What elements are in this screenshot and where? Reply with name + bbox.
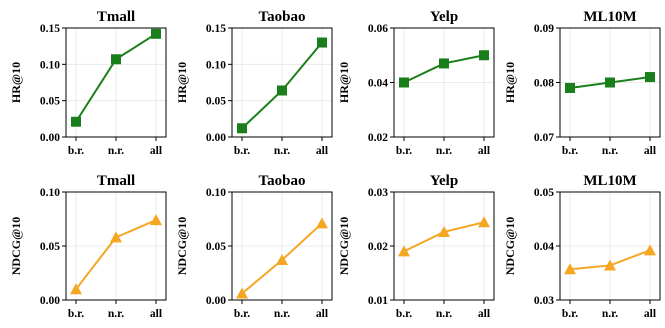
subplot-yelp-ndcg-at-10: 0.01 0.02 0.03 b.r. n.r. all Yelp NDCG@10	[337, 173, 495, 320]
y-axis-label: HR@10	[175, 62, 189, 103]
data-point	[276, 254, 288, 266]
data-point	[565, 82, 575, 93]
y-tick-label: 0.05	[40, 96, 60, 108]
y-tick-label: 0.08	[534, 78, 554, 90]
y-tick-label: 0.03	[534, 295, 554, 307]
subplot-title: Taobao	[259, 9, 306, 25]
subplot-title: Yelp	[430, 173, 458, 189]
y-axis-label: HR@10	[9, 62, 23, 103]
data-point	[71, 116, 81, 127]
data-point	[151, 28, 161, 39]
x-tick-label: all	[644, 308, 656, 320]
y-tick-label: 0.00	[40, 132, 60, 144]
data-point	[399, 77, 409, 88]
x-tick-label: b.r.	[396, 308, 412, 320]
y-tick-label: 0.15	[40, 23, 60, 35]
y-tick-label: 0.02	[368, 241, 388, 253]
subplot-title: ML10M	[583, 9, 636, 25]
data-point	[479, 50, 489, 61]
data-point	[564, 263, 576, 275]
subplot-taobao-hr-at-10: 0.00 0.05 0.10 0.15 b.r. n.r. all Taobao HR@10	[175, 9, 333, 157]
data-point	[316, 217, 328, 229]
subplot-title: Tmall	[97, 9, 135, 25]
y-axis-label: NDCG@10	[503, 217, 517, 276]
data-point	[237, 123, 247, 134]
y-axis-label: HR@10	[337, 62, 351, 103]
subplot-taobao-ndcg-at-10: 0.00 0.05 0.10 b.r. n.r. all Taobao NDCG@10	[175, 173, 333, 320]
x-tick-label: all	[644, 145, 656, 157]
x-tick-label: all	[478, 145, 490, 157]
x-tick-label: b.r.	[562, 145, 578, 157]
subplot-tmall-ndcg-at-10: 0.00 0.05 0.10 b.r. n.r. all Tmall NDCG@10	[9, 173, 167, 320]
subplot-tmall-hr-at-10: 0.00 0.05 0.10 0.15 b.r. n.r. all Tmall HR@10	[9, 9, 167, 157]
y-axis-label: HR@10	[503, 62, 517, 103]
x-tick-label: n.r.	[274, 145, 290, 157]
x-tick-label: n.r.	[602, 308, 618, 320]
y-tick-label: 0.10	[206, 187, 226, 199]
y-axis-label: NDCG@10	[337, 217, 351, 276]
data-point	[604, 259, 616, 271]
x-tick-label: b.r.	[68, 145, 84, 157]
y-axis-label: NDCG@10	[9, 217, 23, 276]
data-point	[605, 77, 615, 88]
y-tick-label: 0.00	[206, 295, 226, 307]
subplot-title: Tmall	[97, 173, 135, 189]
y-tick-label: 0.06	[368, 23, 388, 35]
data-point	[317, 37, 327, 48]
y-tick-label: 0.04	[534, 241, 554, 253]
y-axis-label: NDCG@10	[175, 217, 189, 276]
x-tick-label: n.r.	[436, 145, 452, 157]
subplot-ml10m-hr-at-10: 0.07 0.08 0.09 b.r. n.r. all ML10M HR@10	[503, 9, 661, 157]
x-tick-label: n.r.	[602, 145, 618, 157]
y-tick-label: 0.15	[206, 23, 226, 35]
data-point	[70, 283, 82, 295]
x-tick-label: b.r.	[396, 145, 412, 157]
x-tick-label: n.r.	[436, 308, 452, 320]
data-point	[398, 245, 410, 257]
y-tick-label: 0.02	[368, 132, 388, 144]
y-tick-label: 0.00	[206, 132, 226, 144]
subplot-ml10m-ndcg-at-10: 0.03 0.04 0.05 b.r. n.r. all ML10M NDCG@10	[503, 173, 661, 320]
x-tick-label: n.r.	[274, 308, 290, 320]
x-tick-label: b.r.	[234, 308, 250, 320]
x-tick-label: all	[150, 145, 162, 157]
y-tick-label: 0.01	[368, 295, 388, 307]
y-tick-label: 0.05	[40, 241, 60, 253]
data-point	[236, 287, 248, 299]
x-tick-label: all	[316, 308, 328, 320]
subplot-yelp-hr-at-10: 0.02 0.04 0.06 b.r. n.r. all Yelp HR@10	[337, 9, 495, 157]
y-tick-label: 0.07	[534, 132, 554, 144]
y-tick-label: 0.10	[40, 59, 60, 71]
y-tick-label: 0.05	[534, 187, 554, 199]
y-tick-label: 0.09	[534, 23, 554, 35]
y-tick-label: 0.04	[368, 78, 388, 90]
data-point	[111, 54, 121, 65]
x-tick-label: b.r.	[562, 308, 578, 320]
x-tick-label: b.r.	[234, 145, 250, 157]
x-tick-label: all	[316, 145, 328, 157]
y-tick-label: 0.05	[206, 241, 226, 253]
subplot-title: Taobao	[259, 173, 306, 189]
x-tick-label: all	[478, 308, 490, 320]
x-tick-label: n.r.	[108, 145, 124, 157]
x-tick-label: all	[150, 308, 162, 320]
data-point	[439, 58, 449, 69]
y-tick-label: 0.10	[206, 59, 226, 71]
x-tick-label: b.r.	[68, 308, 84, 320]
subplot-title: ML10M	[583, 173, 636, 189]
data-point	[645, 72, 655, 83]
data-point	[438, 225, 450, 237]
subplot-title: Yelp	[430, 9, 458, 25]
x-tick-label: n.r.	[108, 308, 124, 320]
y-tick-label: 0.05	[206, 96, 226, 108]
data-point	[150, 214, 162, 226]
data-point	[478, 216, 490, 228]
data-point	[277, 85, 287, 96]
y-tick-label: 0.03	[368, 187, 388, 199]
data-point	[110, 231, 122, 243]
data-point	[644, 244, 656, 256]
y-tick-label: 0.00	[40, 295, 60, 307]
y-tick-label: 0.10	[40, 187, 60, 199]
